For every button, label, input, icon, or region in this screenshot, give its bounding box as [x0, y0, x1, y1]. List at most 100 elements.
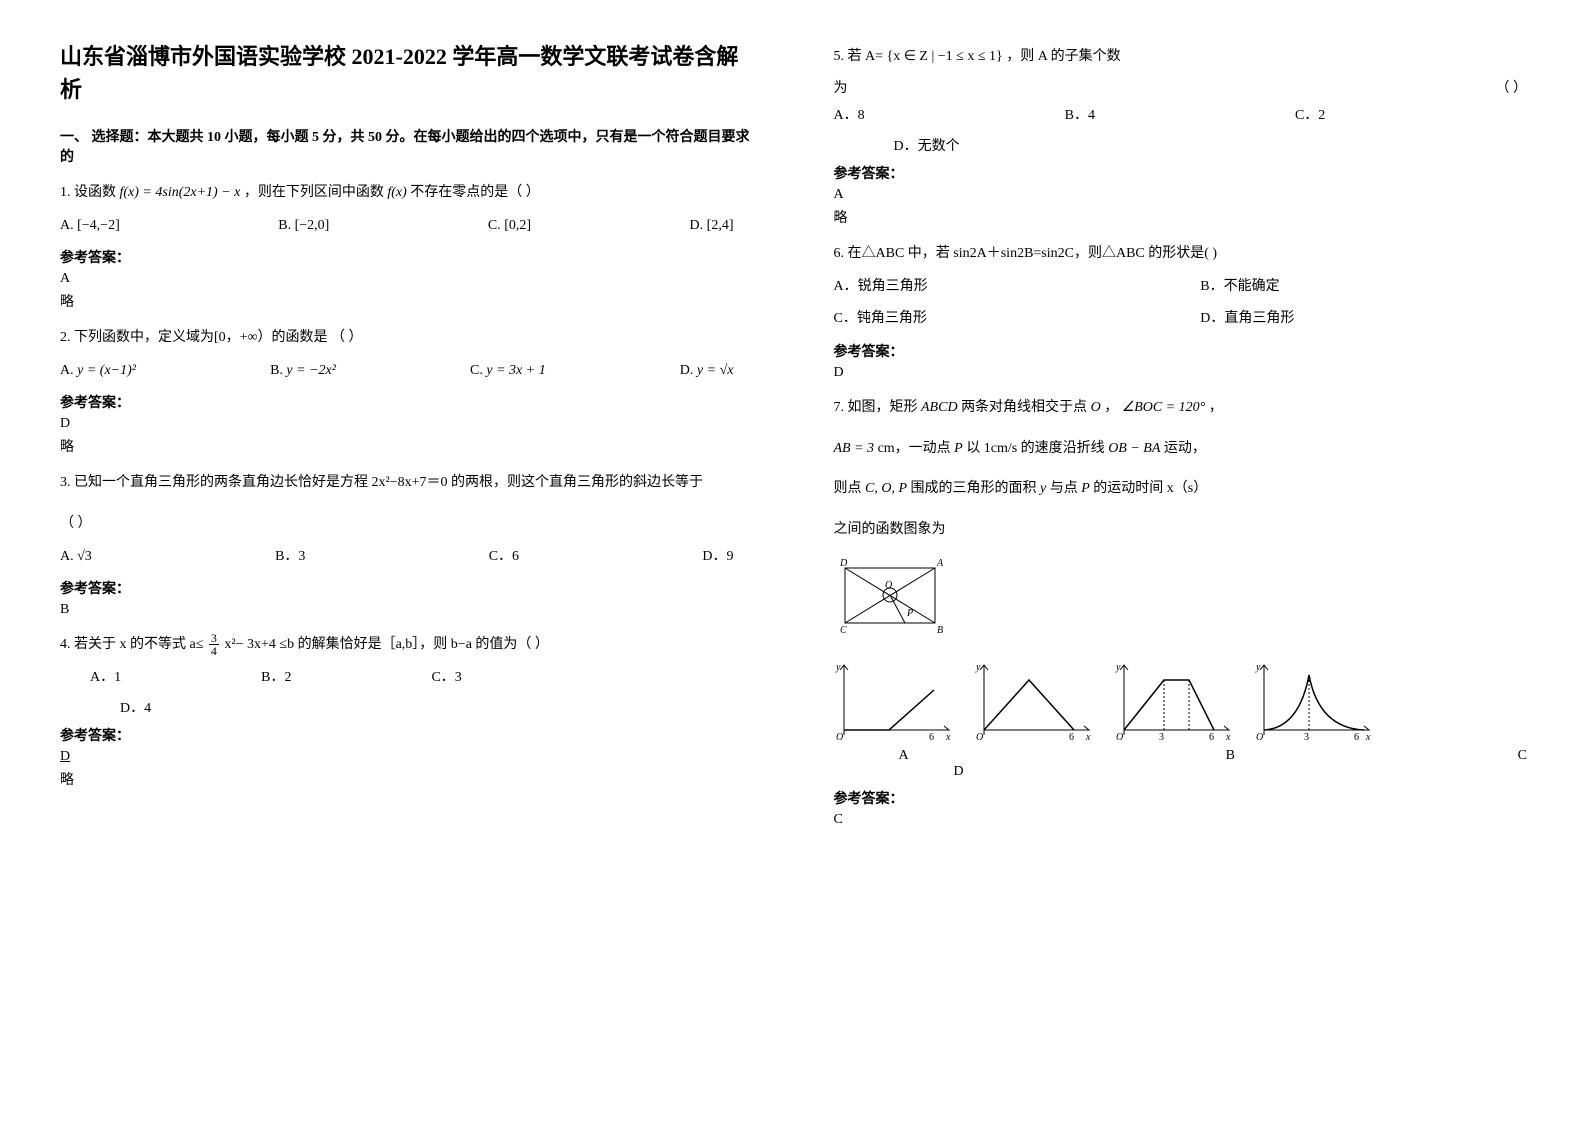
q5-stem-d: 为: [834, 77, 848, 97]
q7-label-b: B: [1160, 748, 1300, 764]
q1-opt-a: [−4,−2]: [77, 218, 120, 233]
q5-opt-a: A．8: [834, 103, 865, 130]
opt-label-d: D.: [680, 363, 694, 378]
q5-stem-a: 5. 若 A=: [834, 49, 884, 64]
q5-line2: 为 （ ）: [834, 77, 1528, 97]
svg-text:C: C: [840, 625, 847, 636]
q1-stem-c: ，则在下列区间中函数: [244, 185, 384, 200]
q6-opt-a: A．锐角三角形: [834, 274, 1161, 301]
q4-opt-c: C．3: [431, 665, 461, 692]
svg-text:y: y: [1255, 662, 1261, 673]
opt-label-b: B.: [270, 363, 283, 378]
q3-opt-c: C．6: [489, 544, 519, 571]
graph-option-d-icon: y x O 3 6: [1254, 660, 1374, 740]
q7-l3c: 围成的三角形的面积: [911, 481, 1037, 496]
q5-paren: （ ）: [1496, 77, 1528, 97]
q5-ans: A: [834, 187, 1528, 203]
q1-opt-c: [0,2]: [504, 218, 531, 233]
q1-opt-b: [−2,0]: [295, 218, 330, 233]
svg-text:O: O: [1116, 732, 1123, 740]
question-4: 4. 若关于 x 的不等式 a≤ 34 x²− 3x+4 ≤b 的解集恰好是［a…: [60, 632, 754, 659]
q6-options: A．锐角三角形 B．不能确定 C．钝角三角形 D．直角三角形: [834, 274, 1528, 333]
svg-text:O: O: [836, 732, 843, 740]
svg-text:y: y: [975, 662, 981, 673]
q7-l2a: AB = 3: [834, 441, 875, 456]
q4-ans: D: [60, 749, 754, 765]
q2-brief: 略: [60, 436, 754, 456]
q3-opt-b: B．3: [275, 544, 305, 571]
q1-opt-d: [2,4]: [707, 218, 734, 233]
q7-l2d: 以 1cm/s 的速度沿折线: [966, 441, 1104, 456]
q2-opt-b: y = −2x²: [286, 363, 336, 378]
q6-ans: D: [834, 365, 1528, 381]
q3-options: A. √3 B．3 C．6 D．9: [60, 544, 754, 571]
q2-opt-d: y = √x: [697, 363, 734, 378]
q4-opt-a: A．1: [90, 665, 121, 692]
q6-ans-label: 参考答案：: [834, 341, 1528, 361]
q4-stem-b: x²− 3x+4 ≤b 的解集恰好是［a,b］，则: [221, 637, 451, 652]
svg-text:B: B: [937, 625, 943, 636]
q4-opt-b: B．2: [261, 665, 291, 692]
q4-options: A．1 B．2 C．3: [60, 665, 754, 692]
svg-text:x: x: [1225, 732, 1231, 740]
q5-ans-label: 参考答案：: [834, 163, 1528, 183]
q7-l3b: C, O, P: [865, 481, 907, 496]
q7-l3e: 与点: [1050, 481, 1078, 496]
svg-text:6: 6: [1209, 732, 1214, 740]
q2-opt-a: y = (x−1)²: [77, 363, 136, 378]
q7-ans-label: 参考答案：: [834, 788, 1528, 808]
q7-l1c: 两条对角线相交于点: [961, 400, 1087, 415]
graph-option-a-icon: y x O 6: [834, 660, 954, 740]
svg-text:x: x: [1085, 732, 1091, 740]
q3-ans: B: [60, 602, 754, 618]
opt-label-a: A.: [60, 363, 74, 378]
svg-text:6: 6: [1069, 732, 1074, 740]
q3-paren: （ ）: [60, 511, 754, 538]
q4-stem-d: 的值为（ ）: [472, 637, 549, 652]
svg-text:y: y: [835, 662, 841, 673]
q7-l2f: 运动，: [1164, 441, 1206, 456]
svg-text:3: 3: [1159, 732, 1164, 740]
svg-text:6: 6: [1354, 732, 1359, 740]
opt-label-a: A.: [60, 218, 74, 233]
question-3: 3. 已知一个直角三角形的两条直角边长恰好是方程 2x²−8x+7＝0 的两根，…: [60, 470, 754, 497]
svg-text:y: y: [1115, 662, 1121, 673]
svg-text:O: O: [885, 580, 892, 591]
q4-stem-c: b−a: [451, 637, 472, 652]
q7-l1d: O: [1091, 400, 1101, 415]
svg-text:O: O: [976, 732, 983, 740]
q7-line3: 则点 C, O, P 围成的三角形的面积 y 与点 P 的运动时间 x（s）: [834, 476, 1528, 503]
q7-l1b: ABCD: [921, 400, 958, 415]
q7-l1g: ，: [1209, 400, 1223, 415]
q7-label-d: D: [834, 764, 1528, 780]
q4-stem-a: 4. 若关于 x 的不等式 a≤: [60, 637, 207, 652]
opt-label-d: D.: [690, 218, 704, 233]
q5-opt-c: C．2: [1295, 103, 1325, 130]
q7-l1f: ∠BOC = 120°: [1122, 400, 1206, 415]
svg-text:A: A: [936, 558, 944, 569]
q7-l2e: OB − BA: [1108, 441, 1160, 456]
q1-brief: 略: [60, 291, 754, 311]
q1-stem-a: 1. 设函数: [60, 185, 116, 200]
q2-ans-label: 参考答案：: [60, 392, 754, 412]
q6-opt-d: D．直角三角形: [1200, 306, 1527, 333]
q1-formula-fx-def: f(x) = 4sin(2x+1) − x: [120, 185, 241, 200]
q5-opt-d: D．无数个: [834, 135, 1528, 155]
q1-ans: A: [60, 271, 754, 287]
opt-label-c: C.: [488, 218, 501, 233]
question-5: 5. 若 A= {x ∈ Z | −1 ≤ x ≤ 1} ，则 A 的子集个数: [834, 44, 1528, 71]
section-title: 一、 选择题：本大题共 10 小题，每小题 5 分，共 50 分。在每小题给出的…: [60, 126, 754, 166]
question-6: 6. 在△ABC 中，若 sin2A＋sin2B=sin2C，则△ABC 的形状…: [834, 241, 1528, 268]
q7-l1a: 7. 如图，矩形: [834, 400, 918, 415]
q4-brief: 略: [60, 769, 754, 789]
page-title: 山东省淄博市外国语实验学校 2021-2022 学年高一数学文联考试卷含解析: [60, 40, 754, 106]
opt-label-c: C.: [470, 363, 483, 378]
q7-line4: 之间的函数图象为: [834, 517, 1528, 544]
q7-l2b: cm，一动点: [878, 441, 951, 456]
q4-frac-den: 4: [209, 645, 219, 657]
svg-text:x: x: [1365, 732, 1371, 740]
q2-options: A. y = (x−1)² B. y = −2x² C. y = 3x + 1 …: [60, 358, 754, 385]
q5-set: {x ∈ Z | −1 ≤ x ≤ 1}: [887, 49, 1003, 64]
q4-ans-label: 参考答案：: [60, 725, 754, 745]
q1-stem-e: 不存在零点的是（ ）: [410, 185, 540, 200]
